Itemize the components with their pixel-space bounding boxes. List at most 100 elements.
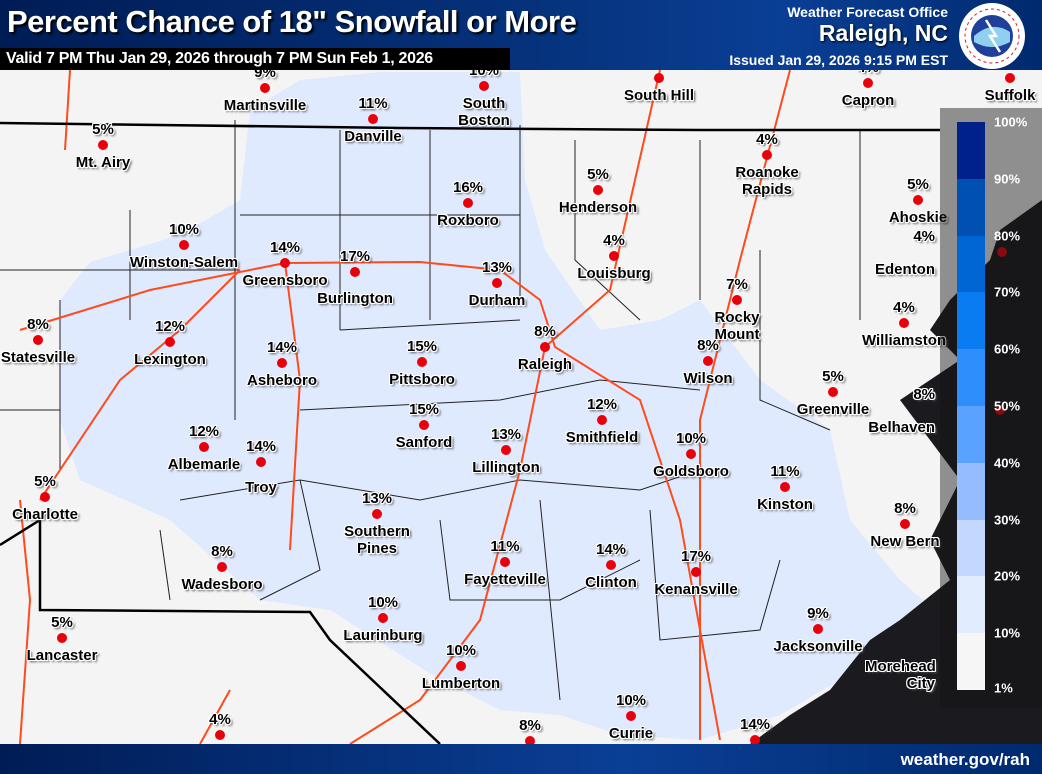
city-probability: 10% (445, 642, 477, 659)
city-marker-icon (593, 185, 603, 195)
snowfall-probability-map (0, 70, 1042, 744)
legend-band (957, 235, 985, 293)
city-probability: 12% (188, 423, 220, 440)
valid-period: Valid 7 PM Thu Jan 29, 2026 through 7 PM… (6, 50, 433, 67)
legend-label: 90% (994, 171, 1021, 187)
city-marker-icon (597, 415, 607, 425)
city-probability: 8% (534, 323, 556, 340)
city-name: Smithfield (565, 429, 639, 446)
city-name: Fayetteville (464, 571, 546, 588)
legend-band (957, 292, 985, 350)
legend-label: 1% (994, 680, 1013, 696)
city-name: Southern Pines (344, 523, 410, 557)
city-probability: 5% (92, 121, 114, 138)
city-name: Capron (841, 92, 895, 109)
city-marker-icon (492, 278, 502, 288)
city-probability: 11% (770, 463, 800, 480)
city-marker-icon (57, 633, 67, 643)
city-marker-icon (703, 356, 713, 366)
legend-label: 30% (994, 512, 1021, 528)
city-name: Charlotte (12, 506, 78, 523)
city-marker-icon (750, 735, 760, 745)
city-probability: 11% (358, 95, 388, 112)
wfo-label: Weather Forecast Office (787, 4, 948, 20)
legend-band (957, 576, 985, 634)
legend-band (957, 349, 985, 407)
city-name: Sanford (395, 434, 453, 451)
city-name: Burlington (317, 290, 393, 307)
footer-link[interactable]: weather.gov/rah (900, 750, 1030, 769)
city-marker-icon (500, 557, 510, 567)
legend-band (957, 633, 985, 691)
city-probability: 4% (893, 299, 915, 316)
legend-label: 60% (994, 341, 1021, 357)
valid-period-bar (0, 48, 510, 70)
city-marker-icon (40, 492, 50, 502)
city-marker-icon (277, 358, 287, 368)
city-name: Lumberton (421, 675, 501, 692)
city-marker-icon (419, 420, 429, 430)
city-marker-icon (350, 267, 360, 277)
header-banner: Percent Chance of 18" Snowfall or More V… (0, 0, 1042, 70)
city-probability: 4% (756, 131, 778, 148)
city-marker-icon (913, 195, 923, 205)
city-name: Statesville (0, 349, 76, 366)
city-marker-icon (525, 736, 535, 746)
issued-time: Issued Jan 29, 2026 9:15 PM EST (729, 52, 948, 68)
city-name: Clinton (585, 574, 637, 591)
legend-color-bar (957, 122, 985, 691)
city-name: Roxboro (437, 212, 499, 229)
city-name: Kenansville (654, 581, 738, 598)
city-marker-icon (900, 519, 910, 529)
probability-shading-10-20 (60, 72, 940, 740)
city-marker-icon (501, 445, 511, 455)
legend-band (957, 178, 985, 237)
city-marker-icon (1005, 73, 1015, 83)
city-marker-icon (199, 442, 209, 452)
city-name: Lillington (472, 459, 540, 476)
city-marker-icon (732, 295, 742, 305)
city-name: Mt. Airy (75, 154, 131, 171)
city-marker-icon (606, 560, 616, 570)
city-probability: 4% (209, 711, 231, 728)
city-marker-icon (626, 711, 636, 721)
city-probability: 10% (168, 221, 200, 238)
county-lines (0, 120, 861, 701)
city-name: Asheboro (246, 372, 318, 389)
city-name: Morehead City (865, 658, 936, 692)
city-marker-icon (995, 405, 1005, 415)
city-name: Winston-Salem (129, 254, 239, 271)
legend-band (957, 519, 985, 577)
city-probability: 11% (490, 538, 520, 555)
city-name: Albemarle (167, 456, 241, 473)
city-marker-icon (456, 661, 466, 671)
city-name: Martinsville (223, 97, 307, 114)
city-probability: 10% (615, 692, 647, 709)
legend-band (957, 406, 985, 464)
city-probability: 10% (675, 430, 707, 447)
city-name: Roanoke Rapids (735, 164, 799, 198)
city-probability: 17% (339, 248, 371, 265)
city-name: Louisburg (577, 265, 651, 282)
city-name: South Hill (624, 87, 694, 104)
city-name: Ahoskie (888, 209, 948, 226)
page-title: Percent Chance of 18" Snowfall or More (7, 4, 577, 39)
city-probability: 8% (519, 717, 541, 734)
legend-label: 80% (994, 228, 1021, 244)
city-marker-icon (256, 457, 266, 467)
city-probability: 12% (586, 396, 618, 413)
city-probability: 4% (913, 228, 935, 245)
city-name: Raleigh (517, 356, 573, 373)
city-probability: 8% (211, 543, 233, 560)
city-marker-icon (997, 247, 1007, 257)
city-probability: 17% (680, 548, 712, 565)
city-name: Edenton (875, 261, 935, 278)
city-marker-icon (165, 337, 175, 347)
legend-panel (940, 108, 1042, 708)
city-probability: 5% (587, 166, 609, 183)
legend-label: 100% (994, 114, 1028, 130)
city-marker-icon (654, 73, 664, 83)
city-name: Lexington (134, 351, 206, 368)
city-name: Greensboro (242, 272, 328, 289)
city-probability: 14% (595, 541, 627, 558)
